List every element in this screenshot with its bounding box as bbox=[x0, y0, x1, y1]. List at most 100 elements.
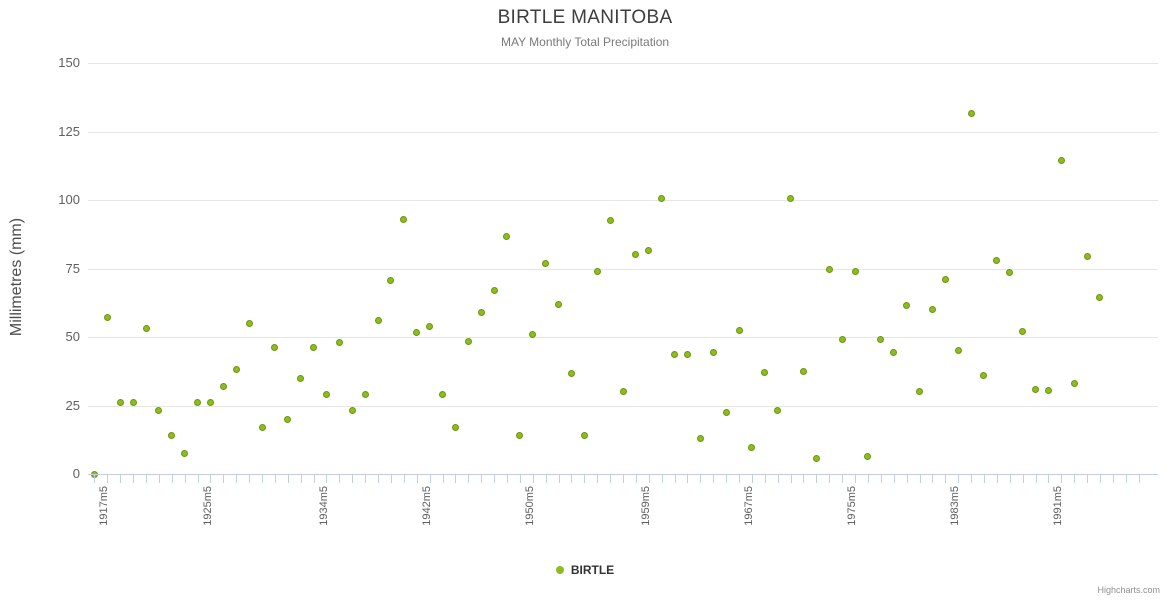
x-axis-tick bbox=[313, 475, 315, 483]
data-point[interactable] bbox=[580, 432, 588, 440]
data-point[interactable] bbox=[567, 370, 575, 378]
data-point[interactable] bbox=[284, 415, 292, 423]
data-point[interactable] bbox=[322, 391, 330, 399]
data-point[interactable] bbox=[903, 301, 911, 309]
x-axis-tick bbox=[1099, 475, 1101, 483]
data-point[interactable] bbox=[916, 388, 923, 396]
data-point[interactable] bbox=[825, 266, 833, 274]
data-point[interactable] bbox=[129, 399, 137, 407]
data-point[interactable] bbox=[593, 267, 601, 275]
data-point[interactable] bbox=[799, 367, 807, 375]
data-point[interactable] bbox=[1032, 385, 1040, 393]
data-point[interactable] bbox=[490, 286, 498, 294]
data-point[interactable] bbox=[361, 391, 369, 399]
data-point[interactable] bbox=[529, 330, 537, 338]
gridline bbox=[88, 337, 1158, 338]
data-point[interactable] bbox=[1070, 380, 1078, 388]
x-axis-tick bbox=[326, 475, 328, 483]
data-point[interactable] bbox=[890, 348, 898, 356]
data-point[interactable] bbox=[606, 217, 614, 225]
data-point[interactable] bbox=[645, 247, 653, 255]
x-axis-tick bbox=[971, 475, 973, 483]
x-axis-tick bbox=[236, 475, 238, 483]
data-point[interactable] bbox=[838, 336, 846, 344]
data-point[interactable] bbox=[864, 452, 872, 460]
data-point[interactable] bbox=[1044, 386, 1052, 394]
data-point[interactable] bbox=[219, 382, 227, 390]
x-axis-tick bbox=[416, 475, 418, 483]
x-axis-tick-label: 1975m5 bbox=[846, 486, 859, 526]
data-point[interactable] bbox=[477, 308, 485, 316]
data-point[interactable] bbox=[297, 374, 305, 382]
data-point[interactable] bbox=[168, 432, 176, 440]
data-point[interactable] bbox=[696, 434, 704, 442]
data-point[interactable] bbox=[400, 215, 408, 223]
data-point[interactable] bbox=[1019, 328, 1027, 336]
data-point[interactable] bbox=[619, 388, 627, 396]
data-point[interactable] bbox=[787, 195, 795, 203]
data-point[interactable] bbox=[516, 432, 524, 440]
data-point[interactable] bbox=[103, 314, 111, 322]
data-point[interactable] bbox=[271, 344, 279, 352]
data-point[interactable] bbox=[194, 399, 202, 407]
x-axis-tick bbox=[867, 475, 869, 483]
x-axis-tick bbox=[571, 475, 573, 483]
x-axis-tick bbox=[739, 475, 741, 483]
data-point[interactable] bbox=[735, 326, 743, 334]
data-point[interactable] bbox=[503, 233, 511, 241]
data-point[interactable] bbox=[348, 407, 356, 415]
data-point[interactable] bbox=[954, 347, 962, 355]
data-point[interactable] bbox=[245, 319, 253, 327]
data-point[interactable] bbox=[335, 338, 343, 346]
data-point[interactable] bbox=[928, 306, 936, 314]
data-point[interactable] bbox=[310, 344, 318, 352]
x-axis-tick bbox=[996, 475, 998, 483]
data-point[interactable] bbox=[658, 195, 666, 203]
data-point[interactable] bbox=[155, 407, 163, 415]
data-point[interactable] bbox=[451, 423, 459, 431]
data-point[interactable] bbox=[232, 366, 240, 374]
x-axis-tick bbox=[390, 475, 392, 483]
legend-item[interactable]: BIRTLE bbox=[555, 563, 614, 577]
data-point[interactable] bbox=[1057, 156, 1065, 164]
data-point[interactable] bbox=[722, 408, 730, 416]
data-point[interactable] bbox=[426, 322, 434, 330]
data-point[interactable] bbox=[761, 369, 769, 377]
x-axis-tick bbox=[623, 475, 624, 483]
x-axis-tick-label: 1983m5 bbox=[949, 486, 962, 526]
data-point[interactable] bbox=[413, 329, 421, 337]
x-axis-tick bbox=[365, 475, 367, 483]
data-point[interactable] bbox=[748, 444, 756, 452]
data-point[interactable] bbox=[464, 337, 472, 345]
data-point[interactable] bbox=[877, 336, 885, 344]
x-axis-tick bbox=[764, 475, 766, 483]
data-point[interactable] bbox=[993, 256, 1001, 264]
data-point[interactable] bbox=[387, 277, 395, 285]
data-point[interactable] bbox=[206, 399, 214, 407]
data-point[interactable] bbox=[980, 371, 988, 379]
data-point[interactable] bbox=[671, 351, 679, 359]
data-point[interactable] bbox=[1006, 269, 1014, 277]
data-point[interactable] bbox=[142, 325, 150, 333]
data-point[interactable] bbox=[555, 300, 563, 308]
data-point[interactable] bbox=[774, 407, 782, 415]
data-point[interactable] bbox=[542, 259, 550, 267]
x-axis-tick bbox=[880, 475, 882, 483]
data-point[interactable] bbox=[683, 351, 691, 359]
data-point[interactable] bbox=[181, 449, 189, 457]
data-point[interactable] bbox=[709, 348, 717, 356]
data-point[interactable] bbox=[632, 251, 640, 259]
x-axis-tick-label: 1967m5 bbox=[743, 486, 756, 526]
x-axis-tick bbox=[558, 475, 560, 483]
data-point[interactable] bbox=[439, 391, 447, 399]
data-point[interactable] bbox=[967, 110, 975, 118]
data-point[interactable] bbox=[1083, 252, 1091, 260]
data-point[interactable] bbox=[116, 399, 124, 407]
data-point[interactable] bbox=[851, 267, 859, 275]
data-point[interactable] bbox=[941, 275, 949, 283]
data-point[interactable] bbox=[1096, 293, 1104, 301]
y-axis-tick-label: 0 bbox=[72, 466, 80, 481]
data-point[interactable] bbox=[812, 455, 820, 463]
data-point[interactable] bbox=[374, 317, 382, 325]
data-point[interactable] bbox=[258, 423, 266, 431]
